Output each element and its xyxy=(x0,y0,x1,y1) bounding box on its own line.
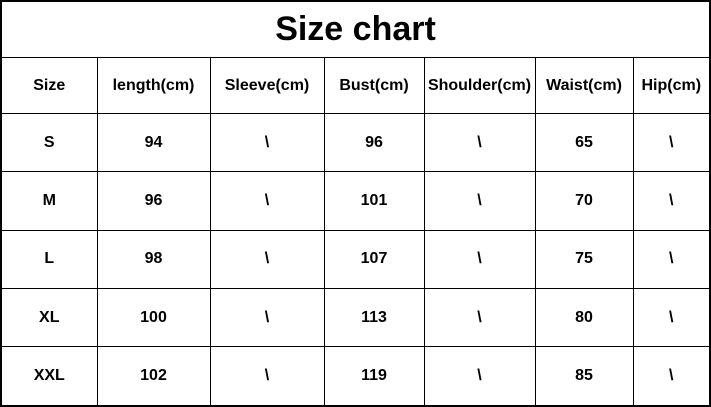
waist-cell: 70 xyxy=(534,171,634,231)
shoulder-cell: \ xyxy=(423,229,536,289)
shoulder-cell: \ xyxy=(423,113,536,173)
waist-cell: 75 xyxy=(534,229,634,289)
table-row-s: S 94 \ 96 \ 65 \ xyxy=(2,113,709,173)
column-header-size: Size xyxy=(2,56,98,115)
column-header-bust: Bust(cm) xyxy=(323,56,425,115)
length-cell: 100 xyxy=(96,287,211,348)
length-cell: 102 xyxy=(96,346,211,405)
size-cell: XXL xyxy=(2,346,98,405)
sleeve-cell: \ xyxy=(209,229,325,289)
column-header-length: length(cm) xyxy=(96,56,211,115)
sleeve-cell: \ xyxy=(209,113,325,173)
column-header-hip: Hip(cm) xyxy=(632,56,709,115)
column-header-waist: Waist(cm) xyxy=(534,56,634,115)
hip-cell: \ xyxy=(632,229,709,289)
bust-cell: 96 xyxy=(323,113,425,173)
shoulder-cell: \ xyxy=(423,287,536,348)
column-header-sleeve: Sleeve(cm) xyxy=(209,56,325,115)
sleeve-cell: \ xyxy=(209,171,325,231)
page-title: Size chart xyxy=(275,10,436,48)
table-row-m: M 96 \ 101 \ 70 \ xyxy=(2,171,709,231)
length-cell: 94 xyxy=(96,113,211,173)
size-cell: L xyxy=(2,229,98,289)
hip-cell: \ xyxy=(632,171,709,231)
waist-cell: 85 xyxy=(534,346,634,405)
size-cell: M xyxy=(2,171,98,231)
bust-cell: 113 xyxy=(323,287,425,348)
sleeve-cell: \ xyxy=(209,287,325,348)
column-header-shoulder: Shoulder(cm) xyxy=(423,56,536,115)
bust-cell: 119 xyxy=(323,346,425,405)
sleeve-cell: \ xyxy=(209,346,325,405)
size-cell: XL xyxy=(2,287,98,348)
size-table: Size length(cm) Sleeve(cm) Bust(cm) Shou… xyxy=(2,56,709,405)
length-cell: 96 xyxy=(96,171,211,231)
table-header-row: Size length(cm) Sleeve(cm) Bust(cm) Shou… xyxy=(2,56,709,115)
shoulder-cell: \ xyxy=(423,346,536,405)
bust-cell: 107 xyxy=(323,229,425,289)
waist-cell: 80 xyxy=(534,287,634,348)
size-cell: S xyxy=(2,113,98,173)
hip-cell: \ xyxy=(632,287,709,348)
hip-cell: \ xyxy=(632,346,709,405)
length-cell: 98 xyxy=(96,229,211,289)
waist-cell: 65 xyxy=(534,113,634,173)
table-row-l: L 98 \ 107 \ 75 \ xyxy=(2,229,709,289)
shoulder-cell: \ xyxy=(423,171,536,231)
title-bar: Size chart xyxy=(2,2,709,57)
table-row-xl: XL 100 \ 113 \ 80 \ xyxy=(2,287,709,348)
bust-cell: 101 xyxy=(323,171,425,231)
hip-cell: \ xyxy=(632,113,709,173)
table-row-xxl: XXL 102 \ 119 \ 85 \ xyxy=(2,346,709,405)
